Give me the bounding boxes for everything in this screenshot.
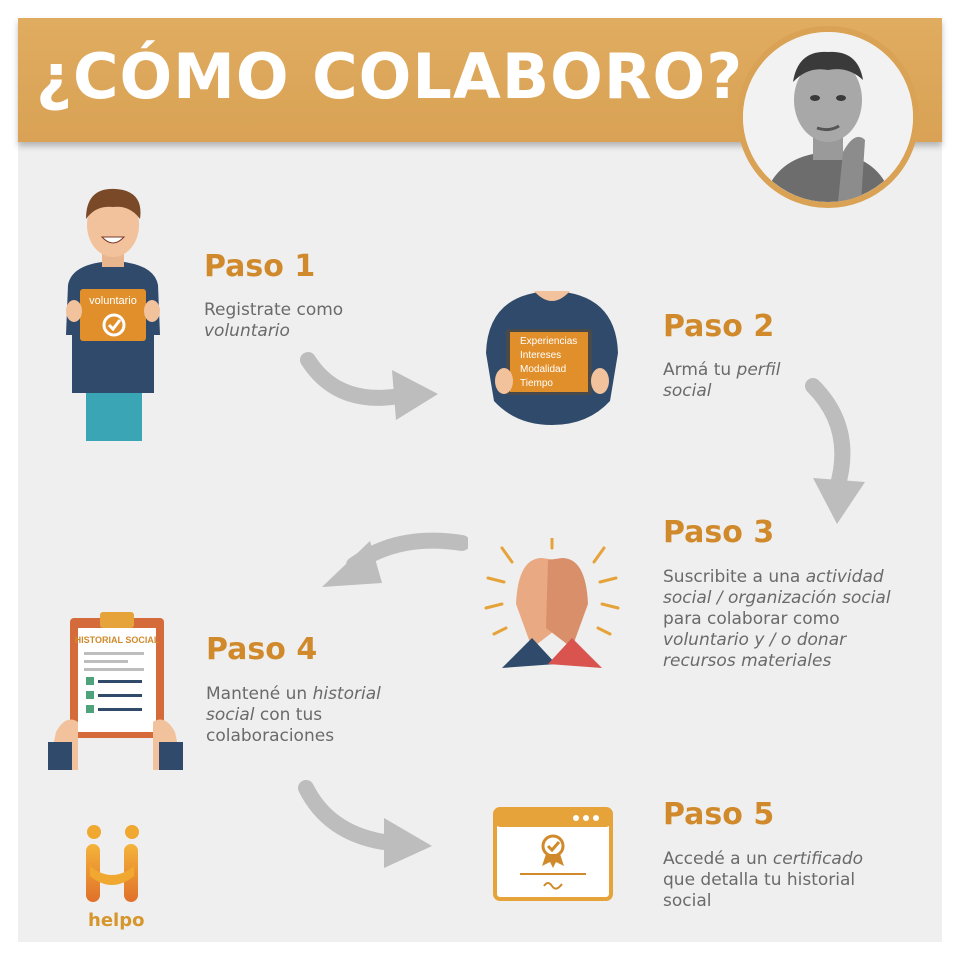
step-5-description: Accedé a un certificado que detalla tu h… — [663, 849, 873, 912]
arrow-down-icon — [805, 378, 865, 524]
page-title: ¿CÓMO COLABORO? — [36, 40, 744, 113]
step-4-title: Paso 4 — [206, 632, 318, 667]
step-3-title: Paso 3 — [663, 515, 775, 550]
step-2-description: Armá tu perfil social — [663, 360, 793, 402]
certificate-window-illustration — [492, 806, 614, 906]
volunteer-man-illustration: voluntario — [58, 185, 168, 449]
svg-text:Modalidad: Modalidad — [520, 364, 566, 375]
step-3-description: Suscribite a una actividad social / orga… — [663, 567, 913, 672]
step-1-desc-segment: voluntario — [204, 321, 290, 341]
step-2-title: Paso 2 — [663, 309, 775, 344]
svg-text:Experiencias: Experiencias — [520, 336, 577, 347]
step-4-description: Mantené un historial social con tus cola… — [206, 684, 406, 747]
arrow-right-down-icon — [298, 780, 432, 868]
step-5-desc-segment: certificado — [772, 849, 864, 869]
step-5-desc-segment: Accedé a un — [663, 849, 773, 869]
step-2-desc-segment: Armá tu — [663, 360, 737, 380]
step-5-desc-segment: que detalla tu historial social — [663, 870, 856, 911]
sign-label: voluntario — [89, 295, 137, 307]
high-five-illustration — [482, 536, 622, 672]
svg-text:HISTORIAL SOCIAL: HISTORIAL SOCIAL — [75, 635, 160, 645]
step-3-desc-segment: para colaborar como — [663, 609, 840, 629]
arrow-left-icon — [322, 532, 468, 587]
clipboard-illustration: HISTORIAL SOCIAL — [48, 610, 183, 774]
avatar — [737, 26, 919, 208]
helpo-logo — [80, 824, 150, 912]
step-1-desc-segment: Registrate como — [204, 300, 344, 320]
step-2-desc-segment: perfil social — [663, 360, 781, 401]
step-4-desc-segment: con tus colaboraciones — [206, 705, 335, 746]
step-5-title: Paso 5 — [663, 797, 775, 832]
svg-text:Intereses: Intereses — [520, 350, 561, 361]
step-1-title: Paso 1 — [204, 249, 316, 284]
step-4-desc-segment: Mantené un — [206, 684, 313, 704]
svg-text:Tiempo: Tiempo — [520, 378, 553, 389]
arrow-right-icon — [300, 352, 438, 420]
step-3-desc-segment: actividad social / organización social — [663, 567, 891, 608]
step-4-desc-segment: historial social — [206, 684, 381, 725]
logo-text: helpo — [88, 910, 145, 931]
step-3-desc-segment: voluntario y / o donar recursos material… — [663, 630, 847, 671]
step-1-description: Registrate como voluntario — [204, 300, 379, 342]
thinking-man-icon — [743, 32, 913, 202]
step-3-desc-segment: Suscribite a una — [663, 567, 806, 587]
profile-tablet-illustration: Experiencias Intereses Modalidad Tiempo — [480, 283, 625, 429]
